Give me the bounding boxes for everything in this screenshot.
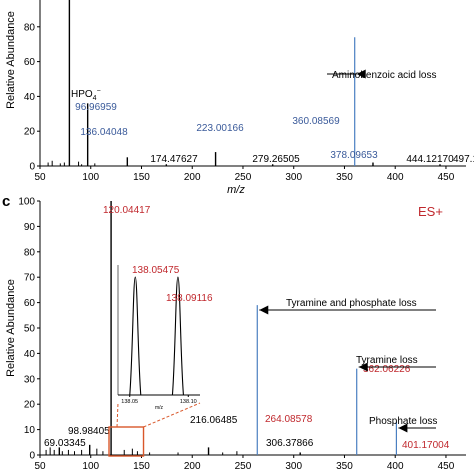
peak-label: 444.12170 — [406, 154, 454, 165]
y-tick-label: 20 — [24, 400, 36, 411]
x-tick-label: 450 — [438, 461, 455, 472]
peak-label: 306.37866 — [266, 438, 314, 449]
zoom-connector — [116, 402, 119, 428]
x-tick-label: 200 — [184, 172, 201, 183]
y-tick-label: 90 — [24, 222, 36, 233]
peak-label: 360.08569 — [292, 116, 340, 127]
x-tick-label: 400 — [387, 461, 404, 472]
annotation-aminobenzoic-acid-loss: Aminobenzoic acid loss — [332, 70, 437, 81]
y-axis-title: Relative Abundance — [5, 279, 17, 377]
peak-label: 120.04417 — [103, 205, 151, 216]
x-tick-label: 150 — [133, 461, 150, 472]
panel-label-c: c — [2, 193, 10, 210]
x-tick-label: 100 — [82, 172, 99, 183]
annotation-arrow-head — [398, 423, 408, 433]
annotation-label: Phosphate loss — [369, 416, 437, 427]
x-tick-label: 100 — [82, 461, 99, 472]
panel-1-negative-mode-spectrum: 02040608050100150200250300350400450500m/… — [5, 0, 474, 196]
peak-label: 174.47627 — [150, 154, 198, 165]
inset-peak — [129, 276, 142, 396]
y-tick-label: 100 — [18, 197, 35, 208]
y-tick-label: 80 — [24, 247, 36, 258]
peak-label: 223.00166 — [196, 123, 244, 134]
y-tick-label: 60 — [24, 298, 36, 309]
y-tick-label: 70 — [24, 273, 36, 284]
x-tick-label: 350 — [336, 461, 353, 472]
x-tick-label: 250 — [235, 172, 252, 183]
y-tick-label: 10 — [24, 425, 36, 436]
peak-label: 96.96959 — [75, 102, 117, 113]
peak-label: 362.06226 — [363, 364, 411, 375]
peak-label: 264.08578 — [265, 414, 313, 425]
x-tick-label: 50 — [34, 461, 46, 472]
annotation-label: Tyramine loss — [356, 355, 418, 366]
x-tick-label: 150 — [133, 172, 150, 183]
x-tick-label: 250 — [235, 461, 252, 472]
peak-label: 136.04048 — [80, 127, 128, 138]
y-tick-label: 80 — [24, 22, 36, 33]
y-tick-label: 0 — [29, 451, 35, 462]
inset-x-tick-label: 138.10 — [180, 399, 197, 405]
x-tick-label: 350 — [336, 172, 353, 183]
x-tick-label: 50 — [34, 172, 46, 183]
peak-label: 98.98405 — [68, 426, 110, 437]
inset-x-axis-title: m/z — [155, 405, 164, 411]
inset-x-tick-label: 138.05 — [121, 399, 138, 405]
panel-c-positive-mode-spectrum: 0 10 20 30 40 50 60 70 80 90 100 50 100 150 200 250 300 3… — [5, 197, 466, 472]
peak-label: 378.09653 — [330, 150, 378, 161]
y-tick-label: 30 — [24, 374, 36, 385]
annotation-label: Tyramine and phosphate loss — [286, 298, 417, 309]
y-tick-label: 20 — [24, 127, 36, 138]
inset-peak — [171, 276, 184, 396]
peak-label: 279.26505 — [252, 154, 300, 165]
inset-peak-label: 138.09116 — [166, 293, 213, 304]
peak-label: 401.17004 — [402, 440, 450, 451]
annotation-arrow-head — [356, 69, 366, 79]
y-axis-title: Relative Abundance — [5, 11, 17, 109]
x-tick-label: 300 — [285, 172, 302, 183]
y-tick-label: 40 — [24, 92, 36, 103]
x-tick-label: 450 — [438, 172, 455, 183]
peak-label: 216.06485 — [190, 415, 238, 426]
mode-label: ES+ — [418, 204, 443, 219]
zoom-connector — [143, 402, 201, 428]
annotation-arrow-head — [259, 305, 269, 315]
x-tick-label: 300 — [285, 461, 302, 472]
zoom-region-box — [108, 426, 145, 457]
x-tick-label: 200 — [184, 461, 201, 472]
y-tick-label: 40 — [24, 349, 36, 360]
x-axis-title: m/z — [227, 184, 245, 196]
inset-peak-label: 138.05475 — [132, 265, 180, 276]
x-tick-label: 400 — [387, 172, 404, 183]
annotation-arrow-head — [358, 362, 368, 372]
y-tick-label: 60 — [24, 57, 36, 68]
ion-label: HPO4− — [71, 88, 101, 102]
peak-label: 69.03345 — [44, 438, 86, 449]
y-tick-label: 0 — [29, 162, 35, 173]
peak-label: 497.13220 — [453, 154, 474, 165]
y-tick-label: 50 — [24, 324, 36, 335]
